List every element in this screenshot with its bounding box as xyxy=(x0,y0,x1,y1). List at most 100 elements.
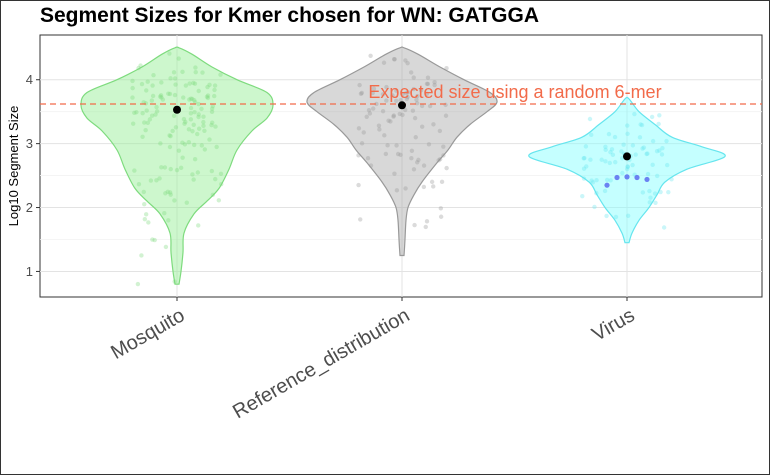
jitter-point xyxy=(404,96,410,102)
jitter-point xyxy=(365,156,371,161)
jitter-point xyxy=(165,189,170,194)
jitter-point xyxy=(142,120,147,125)
jitter-point xyxy=(187,97,192,102)
jitter-point xyxy=(212,93,217,99)
jitter-point xyxy=(163,191,168,196)
jitter-point xyxy=(426,142,432,147)
jitter-point xyxy=(374,101,379,107)
jitter-point xyxy=(218,72,223,77)
jitter-point xyxy=(590,180,596,185)
jitter-point xyxy=(421,184,427,190)
jitter-point xyxy=(201,119,206,125)
jitter-point xyxy=(181,95,186,100)
jitter-point xyxy=(136,182,142,187)
virus-highlight-point xyxy=(614,174,620,181)
jitter-point xyxy=(648,195,653,200)
jitter-point xyxy=(162,165,168,170)
jitter-point xyxy=(392,57,397,62)
jitter-point xyxy=(411,167,417,172)
jitter-point xyxy=(633,152,638,157)
jitter-point xyxy=(610,152,616,158)
jitter-point xyxy=(397,111,402,117)
jitter-point xyxy=(441,153,446,158)
jitter-point xyxy=(158,141,163,146)
jitter-point xyxy=(386,118,391,123)
jitter-point xyxy=(625,213,631,218)
jitter-point xyxy=(190,172,195,177)
jitter-point xyxy=(168,133,173,139)
jitter-point xyxy=(380,108,386,114)
jitter-point xyxy=(357,82,362,88)
jitter-point xyxy=(135,281,141,287)
jitter-point xyxy=(437,156,443,162)
jitter-point xyxy=(639,122,645,128)
jitter-point xyxy=(432,82,437,88)
jitter-point xyxy=(649,114,655,120)
jitter-point xyxy=(419,103,425,109)
jitter-point xyxy=(150,237,155,242)
jitter-point xyxy=(414,100,420,106)
jitter-point xyxy=(163,244,169,250)
jitter-point xyxy=(630,143,636,148)
jitter-point xyxy=(199,143,205,148)
jitter-point xyxy=(630,162,635,168)
jitter-point xyxy=(201,114,206,119)
jitter-point xyxy=(132,110,137,116)
jitter-point xyxy=(174,167,180,173)
jitter-point xyxy=(604,177,610,183)
jitter-point xyxy=(377,127,382,132)
jitter-point xyxy=(380,92,386,97)
y-axis: 1 2 3 4 xyxy=(26,72,40,279)
jitter-point xyxy=(218,171,224,176)
jitter-point xyxy=(190,96,195,102)
jitter-point xyxy=(151,72,156,78)
jitter-point xyxy=(172,198,177,203)
jitter-point xyxy=(592,204,597,210)
jitter-point xyxy=(192,110,197,115)
jitter-point xyxy=(182,142,188,147)
jitter-point xyxy=(168,192,173,197)
jitter-point xyxy=(603,147,608,153)
jitter-point xyxy=(171,70,177,75)
jitter-point xyxy=(403,186,408,191)
jitter-point xyxy=(178,165,184,171)
jitter-point xyxy=(191,97,197,103)
jitter-point xyxy=(196,114,201,120)
jitter-point xyxy=(421,163,427,168)
jitter-point xyxy=(167,91,173,97)
jitter-point xyxy=(159,95,164,100)
jitter-point xyxy=(193,65,198,70)
jitter-point xyxy=(370,90,375,96)
jitter-point xyxy=(188,96,194,101)
jitter-point xyxy=(653,200,658,205)
jitter-point xyxy=(210,192,216,198)
jitter-point xyxy=(412,222,417,228)
violins xyxy=(80,46,726,285)
jitter-point xyxy=(172,279,177,284)
jitter-point xyxy=(149,98,155,103)
jitter-point xyxy=(180,69,185,75)
jitter-point xyxy=(650,162,655,168)
jitter-point xyxy=(383,151,389,157)
virus-highlight-point xyxy=(624,174,630,180)
jitter-point xyxy=(613,214,619,220)
jitter-point xyxy=(587,116,593,122)
jitter-point xyxy=(429,179,435,185)
x-axis: Mosquito Reference_distribution Virus xyxy=(107,297,639,423)
jitter-point xyxy=(356,126,362,131)
jitter-point xyxy=(443,113,449,118)
jitter-point xyxy=(170,128,175,134)
jitter-point xyxy=(411,86,416,92)
jitter-point xyxy=(580,193,585,199)
plot-panel xyxy=(39,34,763,298)
jitter-point xyxy=(394,188,400,193)
jitter-point xyxy=(654,173,660,179)
jitter-point xyxy=(650,138,656,144)
jitter-point xyxy=(130,78,135,84)
jitter-point xyxy=(143,212,149,217)
jitter-point xyxy=(361,130,366,135)
jitter-point xyxy=(613,159,618,165)
jitter-point xyxy=(188,117,194,122)
jitter-point xyxy=(166,218,171,223)
